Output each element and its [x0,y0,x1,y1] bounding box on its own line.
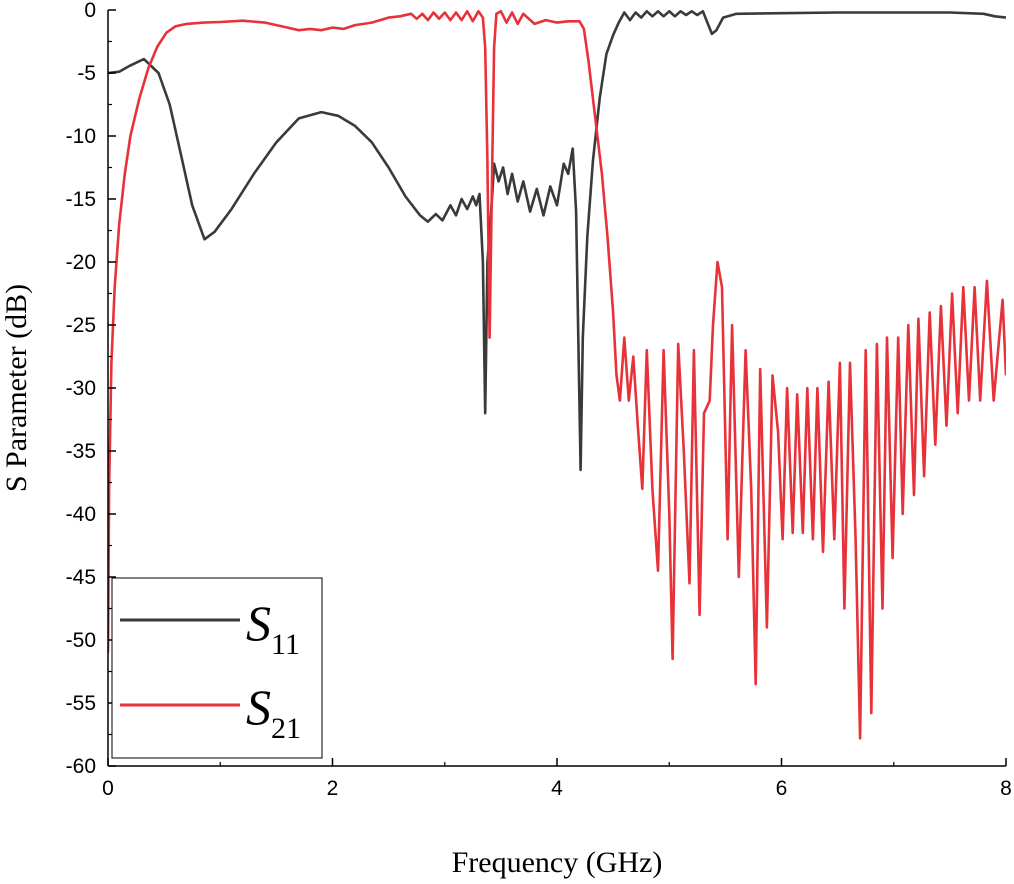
ticks-layer: 0 2 4 6 8 0 -5 -10 -15 -20 -25 -30 -35 -40 -45 -50 -55 -6… [66,0,1012,800]
y-tick-label: -45 [66,566,96,589]
y-tick-label: -25 [66,314,96,337]
legend-label-s21: S21 [246,679,301,745]
series-line-s21 [108,10,1006,740]
series-line-s11 [108,10,1006,472]
x-tick-label: 4 [551,777,563,800]
x-tick-label: 6 [776,777,788,800]
y-tick-label: -5 [77,62,96,85]
x-tick-label: 2 [327,777,339,800]
y-axis-title: S Parameter (dB) [0,284,33,492]
y-tick-label: -55 [66,692,96,715]
legend: S11 S21 [111,577,323,759]
y-tick-label: -10 [66,125,96,148]
x-tick-label: 0 [102,777,114,800]
y-tick-label: -50 [66,629,96,652]
legend-label-s11: S11 [246,595,300,661]
series-layer [108,10,1006,740]
y-tick-label: -30 [66,377,96,400]
y-tick-label: -35 [66,440,96,463]
legend-box [111,577,323,759]
y-tick-label: -15 [66,188,96,211]
y-tick-label: -60 [66,755,96,778]
x-tick-label: 8 [1000,777,1012,800]
x-axis-title: Frequency (GHz) [452,846,663,879]
y-tick-label: -20 [66,251,96,274]
y-tick-label: 0 [84,0,96,22]
y-tick-label: -40 [66,503,96,526]
